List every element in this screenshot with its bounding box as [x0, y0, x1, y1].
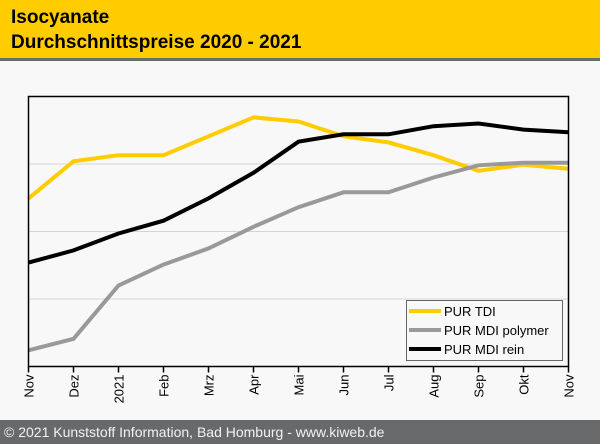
x-tick-label: Sep: [472, 375, 487, 398]
copyright-footer: © 2021 Kunststoff Information, Bad Hombu…: [0, 420, 600, 444]
legend-label: PUR MDI rein: [444, 342, 524, 357]
chart-title-line2: Durchschnittspreise 2020 - 2021: [11, 32, 302, 53]
x-tick-label: Mai: [292, 374, 307, 395]
x-tick-label: Okt: [517, 374, 532, 395]
x-tick-label: Apr: [247, 374, 262, 395]
x-axis: Nov Dez 2021 Feb Mrz Apr Mai Jun Jul Aug Sep Okt Nov: [22, 366, 577, 404]
x-tick-label: Mrz: [202, 375, 217, 397]
series-line-pur-tdi: [27, 115, 569, 200]
x-tick-label: Jun: [337, 375, 352, 396]
line-chart: Nov Dez 2021 Feb Mrz Apr Mai Jun Jul Aug Sep Okt Nov…: [22, 95, 577, 404]
series-line-pur-mdi-polymer: [28, 160, 569, 353]
series-lines: [27, 115, 569, 353]
x-tick-label: Feb: [157, 375, 172, 397]
x-tick-label: Nov: [22, 374, 37, 398]
chart-title-line1: Isocyanate: [11, 7, 110, 28]
x-tick-label: Nov: [562, 374, 577, 398]
gridlines: [28, 163, 569, 300]
legend-label: PUR TDI: [444, 304, 496, 319]
legend-label: PUR MDI polymer: [444, 323, 549, 338]
series-line-pur-mdi-rein: [27, 121, 569, 265]
x-tick-label: Dez: [67, 375, 82, 398]
chart-header: Isocyanate Durchschnittspreise 2020 - 20…: [0, 0, 600, 61]
legend: PUR TDI PUR MDI polymer PUR MDI rein: [406, 300, 563, 361]
x-tick-label: Aug: [427, 375, 442, 398]
x-tick-label: 2021: [112, 375, 127, 404]
x-tick-label: Jul: [382, 374, 397, 391]
